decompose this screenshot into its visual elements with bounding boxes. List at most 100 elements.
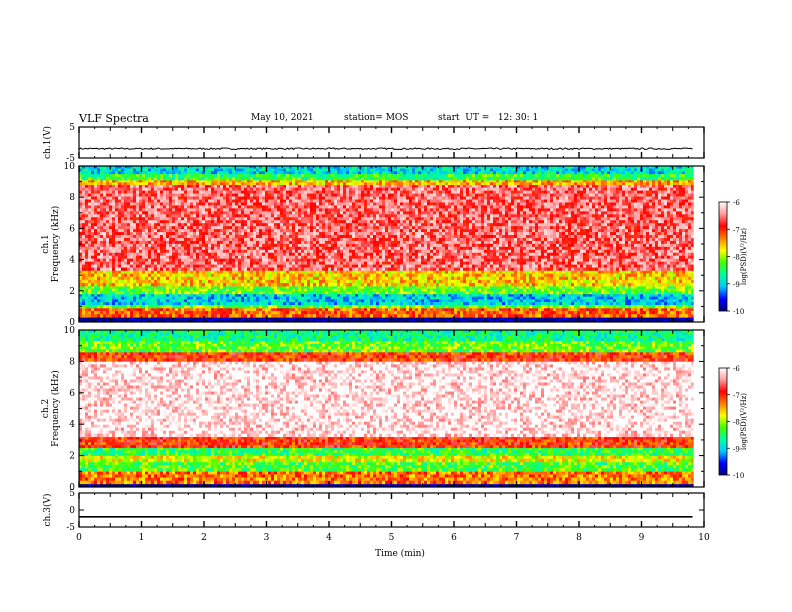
spectrogram-cell: [502, 271, 505, 274]
spectrogram-cell: [634, 191, 637, 194]
spectrogram-cell: [175, 197, 178, 200]
spectrogram-cell: [472, 283, 475, 286]
spectrogram-cell: [103, 317, 106, 320]
spectrogram-cell: [532, 191, 535, 194]
spectrogram-cell: [658, 280, 661, 283]
spectrogram-cell: [547, 302, 550, 305]
spectrogram-cell: [142, 197, 145, 200]
spectrogram-cell: [604, 305, 607, 308]
spectrogram-cell: [217, 311, 220, 314]
spectrogram-cell: [505, 274, 508, 277]
spectrogram-cell: [409, 314, 412, 317]
spectrogram-cell: [595, 314, 598, 317]
spectrogram-cell: [658, 191, 661, 194]
spectrogram-cell: [163, 299, 166, 302]
spectrogram-cell: [223, 191, 226, 194]
spectrogram-cell: [391, 302, 394, 305]
spectrogram-cell: [370, 286, 373, 289]
spectrogram-cell: [493, 289, 496, 292]
spectrogram-cell: [478, 314, 481, 317]
spectrogram-cell: [187, 283, 190, 286]
spectrogram-cell: [685, 314, 688, 317]
spectrogram-cell: [202, 291, 205, 294]
spectrogram-cell: [229, 197, 232, 200]
spectrogram-cell: [520, 317, 523, 320]
spectrogram-cell: [199, 185, 202, 188]
spectrogram-cell: [409, 302, 412, 305]
spectrogram-cell: [457, 197, 460, 200]
spectrogram-cell: [529, 299, 532, 302]
spectrogram-cell: [364, 277, 367, 280]
spectrogram-cell: [235, 286, 238, 289]
spectrogram-cell: [439, 271, 442, 274]
spectrogram-cell: [82, 280, 85, 283]
spectrogram-cell: [388, 286, 391, 289]
spectrogram-cell: [259, 314, 262, 317]
spectrogram-cell: [139, 311, 142, 314]
spectrogram-cell: [403, 185, 406, 188]
spectrogram-cell: [88, 286, 91, 289]
spectrogram-cell: [265, 185, 268, 188]
spectrogram-cell: [316, 200, 319, 203]
spectrogram-cell: [172, 283, 175, 286]
spectrogram-cell: [142, 308, 145, 311]
spectrogram-cell: [220, 302, 223, 305]
spectrogram-cell: [370, 299, 373, 302]
spectrogram-cell: [235, 191, 238, 194]
spectrogram-cell: [148, 280, 151, 283]
spectrogram-cell: [436, 286, 439, 289]
spectrogram-cell: [286, 194, 289, 197]
spectrogram-cell: [460, 305, 463, 308]
spectrogram-cell: [211, 308, 214, 311]
spectrogram-cell: [100, 194, 103, 197]
spectrogram-cell: [286, 188, 289, 191]
spectrogram-cell: [166, 194, 169, 197]
spectrogram-cell: [622, 311, 625, 314]
spectrogram-cell: [604, 188, 607, 191]
spectrogram-cell: [214, 197, 217, 200]
spectrogram-cell: [676, 283, 679, 286]
spectrogram-cell: [115, 274, 118, 277]
spectrogram-cell: [193, 194, 196, 197]
spectrogram-cell: [451, 299, 454, 302]
spectrogram-cell: [88, 294, 91, 297]
spectrogram-cell: [241, 191, 244, 194]
spectrogram-cell: [640, 283, 643, 286]
spectrogram-cell: [646, 271, 649, 274]
spectrogram-cell: [298, 299, 301, 302]
spectrogram-cell: [445, 271, 448, 274]
spectrogram-cell: [511, 294, 514, 297]
spectrogram-cell: [82, 299, 85, 302]
spectrogram-cell: [646, 191, 649, 194]
spectrogram-cell: [475, 277, 478, 280]
spectrogram-cell: [349, 200, 352, 203]
spectrogram-cell: [196, 294, 199, 297]
spectrogram-cell: [499, 274, 502, 277]
spectrogram-cell: [580, 305, 583, 308]
spectrogram-cell: [478, 291, 481, 294]
spectrogram-cell: [523, 191, 526, 194]
spectrogram-cell: [475, 317, 478, 320]
spectrogram-cell: [364, 197, 367, 200]
spectrogram-cell: [277, 191, 280, 194]
spectrogram-cell: [208, 200, 211, 203]
spectrogram-cell: [448, 289, 451, 292]
spectrogram-cell: [139, 188, 142, 191]
spectrogram-cell: [643, 283, 646, 286]
spectrogram-cell: [433, 286, 436, 289]
spectrogram-cell: [643, 297, 646, 300]
spectrogram-cell: [430, 308, 433, 311]
spectrogram-cell: [439, 197, 442, 200]
spectrogram-cell: [133, 271, 136, 274]
spectrogram-cell: [271, 197, 274, 200]
spectrogram-cell: [166, 302, 169, 305]
spectrogram-cell: [514, 277, 517, 280]
spectrogram-cell: [667, 271, 670, 274]
spectrogram-cell: [232, 185, 235, 188]
spectrogram-cell: [196, 308, 199, 311]
spectrogram-cell: [91, 317, 94, 320]
spectrogram-cell: [553, 283, 556, 286]
spectrogram-cell: [292, 314, 295, 317]
spectrogram-cell: [553, 317, 556, 320]
spectrogram-cell: [418, 194, 421, 197]
